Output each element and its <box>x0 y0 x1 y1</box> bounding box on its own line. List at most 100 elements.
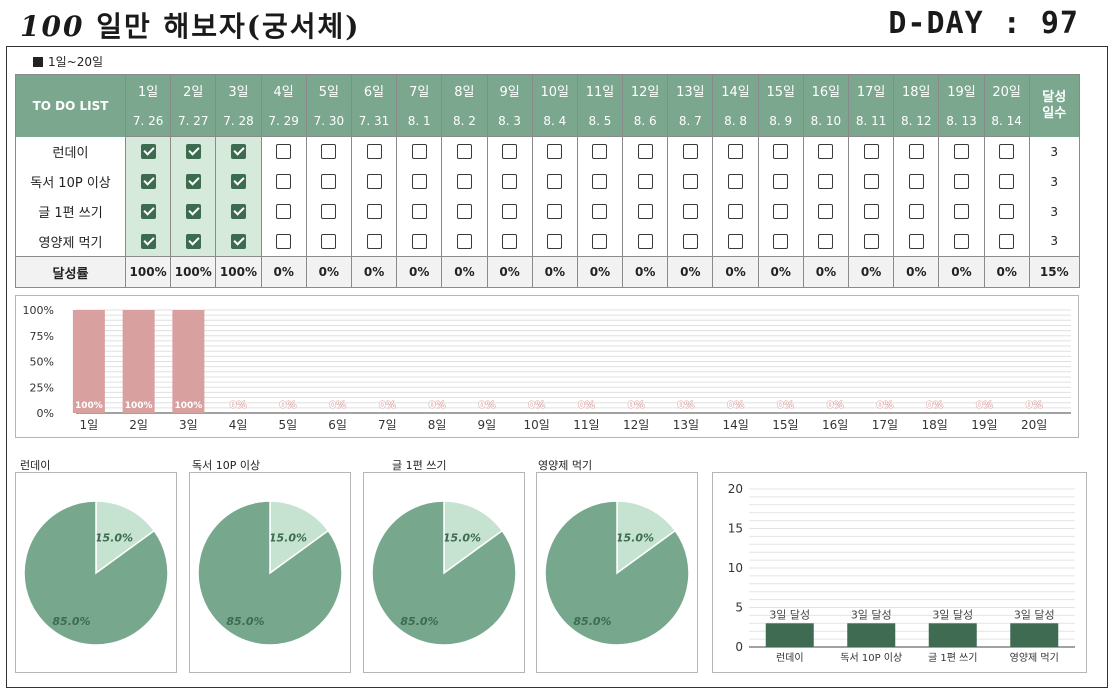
checkbox-checked[interactable] <box>185 144 201 160</box>
checkbox-unchecked[interactable] <box>908 233 924 249</box>
checkbox-unchecked[interactable] <box>366 174 382 189</box>
checkbox-unchecked[interactable] <box>411 233 427 249</box>
checkbox-unchecked[interactable] <box>999 144 1015 160</box>
checkbox-checked[interactable] <box>230 144 246 160</box>
checkbox-unchecked[interactable] <box>773 144 789 160</box>
checkbox-unchecked[interactable] <box>637 144 653 160</box>
bar-data-label: 3일 달성 <box>1014 607 1055 621</box>
checkbox-unchecked[interactable] <box>547 233 563 249</box>
checkbox-unchecked[interactable] <box>321 144 337 160</box>
checkbox-unchecked[interactable] <box>592 144 608 160</box>
checkbox-unchecked[interactable] <box>863 144 879 160</box>
checkbox-unchecked[interactable] <box>682 204 698 219</box>
checkbox-checked[interactable] <box>140 204 156 219</box>
checkbox-unchecked[interactable] <box>818 233 834 249</box>
checkbox-unchecked[interactable] <box>818 204 834 219</box>
checkbox-unchecked[interactable] <box>953 174 969 189</box>
checkbox-unchecked[interactable] <box>547 174 563 189</box>
checkbox-unchecked[interactable] <box>366 204 382 219</box>
checkbox-unchecked[interactable] <box>637 174 653 189</box>
checkbox-unchecked[interactable] <box>592 204 608 219</box>
task-row: 글 1편 쓰기 3 <box>15 196 1080 227</box>
checkbox-checked[interactable] <box>185 204 201 219</box>
checkbox-unchecked[interactable] <box>728 174 744 189</box>
checkbox-unchecked[interactable] <box>728 233 744 249</box>
checkbox-checked[interactable] <box>230 174 246 189</box>
checkbox-unchecked[interactable] <box>953 144 969 160</box>
checkbox-unchecked[interactable] <box>728 204 744 219</box>
checkbox-unchecked[interactable] <box>773 204 789 219</box>
day-header: 10일 <box>531 74 578 106</box>
checkbox-unchecked[interactable] <box>456 174 472 189</box>
bar <box>765 623 814 647</box>
checkbox-unchecked[interactable] <box>999 174 1015 189</box>
checkbox-unchecked[interactable] <box>456 233 472 249</box>
checkbox-unchecked[interactable] <box>547 144 563 160</box>
checkbox-unchecked[interactable] <box>953 204 969 219</box>
checkbox-unchecked[interactable] <box>773 233 789 249</box>
checkbox-unchecked[interactable] <box>999 233 1015 249</box>
checkbox-unchecked[interactable] <box>818 144 834 160</box>
checkbox-unchecked[interactable] <box>863 204 879 219</box>
checkbox-unchecked[interactable] <box>276 233 292 249</box>
checkbox-unchecked[interactable] <box>321 233 337 249</box>
check-cell <box>847 166 895 197</box>
bar-data-label: 0% <box>727 400 744 411</box>
date-header: 8. 14 <box>983 105 1030 137</box>
checkbox-checked[interactable] <box>230 204 246 219</box>
checkbox-unchecked[interactable] <box>366 233 382 249</box>
pie-chart-writing: 15.0% 85.0% <box>371 500 517 646</box>
checkbox-unchecked[interactable] <box>547 204 563 219</box>
rate-value: 0% <box>757 256 804 288</box>
checkbox-unchecked[interactable] <box>502 174 518 189</box>
day-header: 5일 <box>305 74 352 106</box>
checkbox-checked[interactable] <box>185 174 201 189</box>
checkbox-unchecked[interactable] <box>456 144 472 160</box>
checkbox-unchecked[interactable] <box>321 204 337 219</box>
checkbox-checked[interactable] <box>140 233 156 249</box>
checkbox-unchecked[interactable] <box>502 233 518 249</box>
checkbox-unchecked[interactable] <box>276 174 292 189</box>
checkbox-unchecked[interactable] <box>502 144 518 160</box>
pie-slice-label: 85.0% <box>573 615 611 628</box>
checkbox-unchecked[interactable] <box>773 174 789 189</box>
checkbox-unchecked[interactable] <box>592 233 608 249</box>
checkbox-unchecked[interactable] <box>682 144 698 160</box>
bar-data-label: 0% <box>578 400 595 411</box>
check-cell <box>938 166 985 197</box>
check-cell <box>350 226 398 257</box>
bar-data-label: 3일 달성 <box>851 607 892 621</box>
checkbox-unchecked[interactable] <box>502 204 518 219</box>
x-tick-label: 18일 <box>921 418 947 432</box>
checkbox-unchecked[interactable] <box>682 233 698 249</box>
checkbox-checked[interactable] <box>140 144 156 160</box>
x-tick-label: 17일 <box>872 418 898 432</box>
checkbox-unchecked[interactable] <box>999 204 1015 219</box>
checkbox-unchecked[interactable] <box>728 144 744 160</box>
checkbox-unchecked[interactable] <box>863 174 879 189</box>
checkbox-unchecked[interactable] <box>366 144 382 160</box>
check-cell <box>667 136 714 167</box>
checkbox-unchecked[interactable] <box>908 204 924 219</box>
checkbox-checked[interactable] <box>230 233 246 249</box>
checkbox-unchecked[interactable] <box>863 233 879 249</box>
checkbox-unchecked[interactable] <box>637 204 653 219</box>
checkbox-unchecked[interactable] <box>637 233 653 249</box>
checkbox-unchecked[interactable] <box>592 174 608 189</box>
checkbox-unchecked[interactable] <box>411 144 427 160</box>
date-header: 8. 3 <box>486 105 533 137</box>
checkbox-unchecked[interactable] <box>321 174 337 189</box>
checkbox-unchecked[interactable] <box>456 204 472 219</box>
checkbox-unchecked[interactable] <box>908 144 924 160</box>
checkbox-unchecked[interactable] <box>276 144 292 160</box>
checkbox-unchecked[interactable] <box>411 204 427 219</box>
checkbox-unchecked[interactable] <box>953 233 969 249</box>
check-cell <box>938 136 985 167</box>
checkbox-checked[interactable] <box>140 174 156 189</box>
checkbox-unchecked[interactable] <box>682 174 698 189</box>
checkbox-unchecked[interactable] <box>411 174 427 189</box>
checkbox-unchecked[interactable] <box>818 174 834 189</box>
checkbox-unchecked[interactable] <box>908 174 924 189</box>
checkbox-unchecked[interactable] <box>276 204 292 219</box>
checkbox-checked[interactable] <box>185 233 201 249</box>
